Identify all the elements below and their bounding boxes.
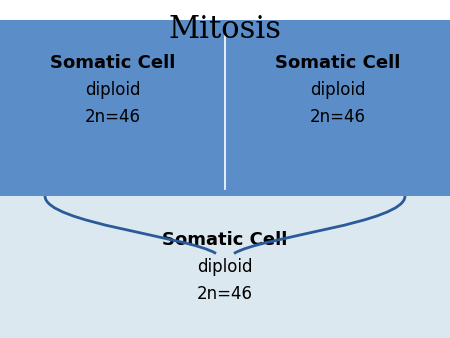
Text: Mitosis: Mitosis [168, 14, 282, 45]
Text: diploid: diploid [310, 81, 365, 99]
Text: diploid: diploid [85, 81, 140, 99]
FancyBboxPatch shape [0, 20, 450, 196]
Text: Somatic Cell: Somatic Cell [162, 231, 288, 249]
Text: Somatic Cell: Somatic Cell [275, 54, 400, 72]
Text: 2n=46: 2n=46 [310, 108, 365, 126]
FancyBboxPatch shape [0, 196, 450, 338]
Text: 2n=46: 2n=46 [85, 108, 140, 126]
Text: 2n=46: 2n=46 [197, 285, 253, 303]
Text: diploid: diploid [197, 258, 253, 276]
Text: Somatic Cell: Somatic Cell [50, 54, 175, 72]
